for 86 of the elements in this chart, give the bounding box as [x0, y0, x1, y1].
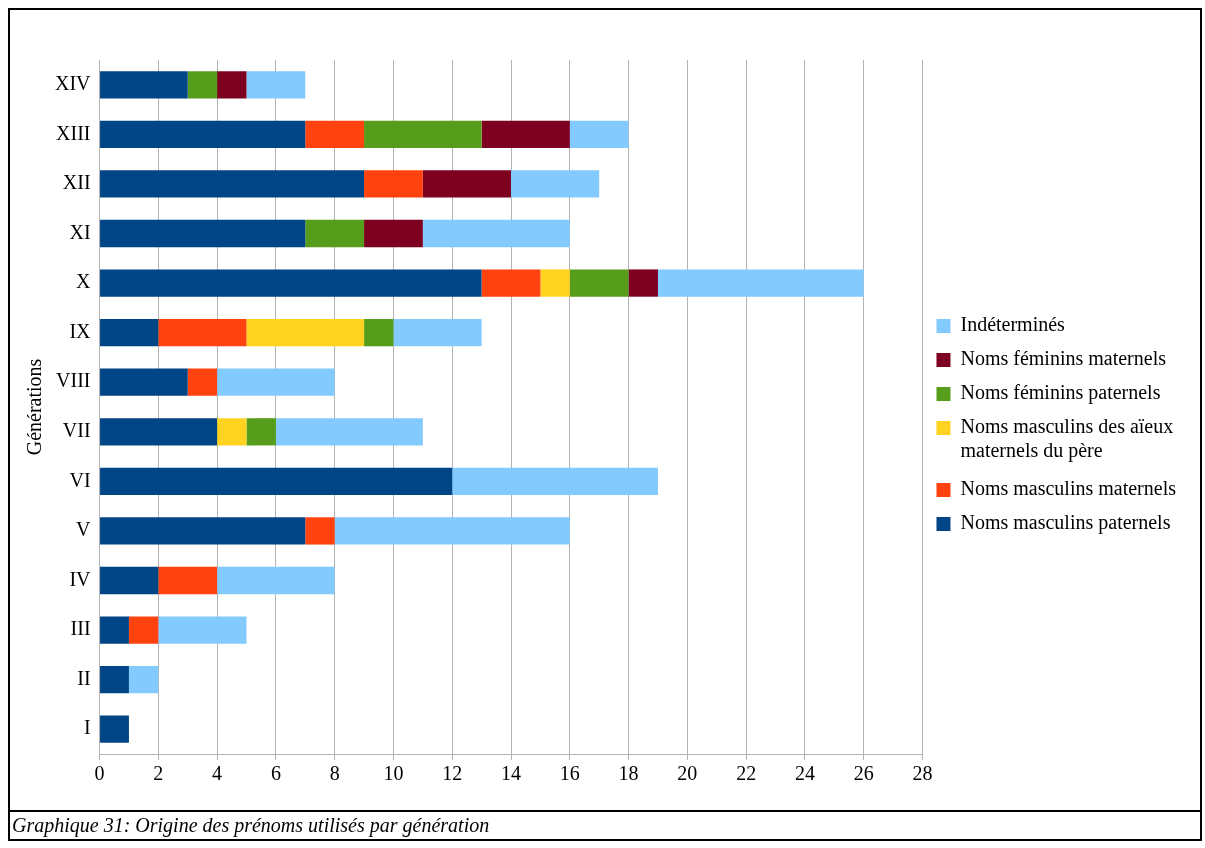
bar — [100, 467, 453, 495]
bar — [158, 319, 247, 347]
bar — [100, 319, 159, 347]
x-tick-label: 14 — [501, 762, 522, 785]
bar — [128, 616, 159, 644]
x-tick-label: 4 — [212, 762, 223, 785]
x-tick-label: 12 — [442, 762, 463, 785]
bar — [100, 715, 129, 743]
bar — [128, 666, 159, 694]
x-tick-label: 20 — [677, 762, 698, 785]
bar — [217, 418, 247, 446]
y-tick-label: III — [70, 617, 91, 640]
bar — [100, 418, 218, 446]
bar — [540, 269, 570, 297]
x-tick-label: 22 — [736, 762, 757, 785]
bar — [569, 269, 629, 297]
bar — [100, 566, 159, 595]
bar — [100, 120, 306, 148]
bar — [364, 120, 482, 148]
bar — [100, 170, 365, 198]
legend-label: Noms masculins maternels — [960, 477, 1177, 500]
bar — [364, 170, 423, 198]
bar — [305, 517, 335, 545]
x-tick-label: 18 — [618, 762, 639, 785]
bar — [217, 71, 247, 99]
bar — [187, 368, 218, 396]
legend-label: Noms féminins paternels — [960, 381, 1161, 405]
y-tick-label: VII — [62, 419, 91, 442]
bar — [100, 71, 188, 99]
bar — [364, 219, 423, 248]
bar — [334, 517, 570, 545]
bar — [217, 368, 335, 396]
bar — [100, 616, 129, 644]
bar — [246, 418, 276, 446]
x-tick-label: 28 — [912, 762, 933, 785]
y-tick-label: V — [76, 518, 92, 541]
bar — [305, 219, 365, 248]
bar — [422, 170, 512, 198]
y-tick-label: XI — [69, 220, 91, 243]
x-tick-label: 0 — [94, 762, 105, 785]
bar — [187, 71, 218, 99]
bar — [100, 517, 306, 545]
x-tick-label: 10 — [383, 762, 404, 785]
x-tick-label: 24 — [794, 762, 815, 785]
bar — [158, 566, 218, 595]
y-tick-label: II — [77, 666, 91, 689]
y-tick-label: I — [83, 716, 91, 739]
bar — [100, 666, 129, 694]
y-axis-title: Générations — [23, 358, 46, 456]
bar — [305, 120, 365, 148]
bar — [452, 467, 658, 495]
bar — [246, 319, 365, 347]
bar — [100, 269, 482, 297]
bar — [275, 418, 423, 446]
legend-label: Noms masculins paternels — [960, 511, 1171, 535]
x-tick-label: 6 — [270, 762, 281, 785]
y-tick-label: XIII — [56, 121, 91, 144]
bar — [217, 566, 335, 595]
text: Graphique 31: Origine des prénoms utilisés par génération — [12, 814, 491, 837]
legend-label: Noms féminins maternels — [960, 347, 1167, 370]
bar — [628, 269, 658, 297]
x-tick-label: 2 — [153, 762, 164, 785]
y-tick-label: IX — [69, 319, 92, 342]
bar — [657, 269, 864, 297]
bar — [511, 170, 600, 198]
y-tick-label: X — [76, 270, 92, 293]
bar — [422, 219, 570, 248]
bar — [100, 368, 188, 396]
y-tick-label: IV — [69, 567, 92, 590]
bar — [393, 319, 482, 347]
x-tick-label: 8 — [329, 762, 340, 785]
legend-label: Indéterminés — [960, 313, 1066, 336]
y-tick-label: XIV — [55, 72, 92, 95]
bar — [246, 71, 306, 99]
x-tick-label: 26 — [853, 762, 874, 785]
y-tick-label: VIII — [56, 369, 91, 392]
legend-label: Noms masculins des aïeux maternels du père — [960, 415, 1174, 463]
bar — [481, 120, 570, 148]
bar — [481, 269, 541, 297]
bar — [569, 120, 629, 148]
bar — [364, 319, 394, 347]
x-tick-label: 16 — [559, 762, 580, 785]
y-tick-label: XII — [62, 171, 91, 194]
bar — [100, 219, 306, 248]
bar — [158, 616, 247, 644]
y-tick-label: VI — [69, 468, 91, 491]
